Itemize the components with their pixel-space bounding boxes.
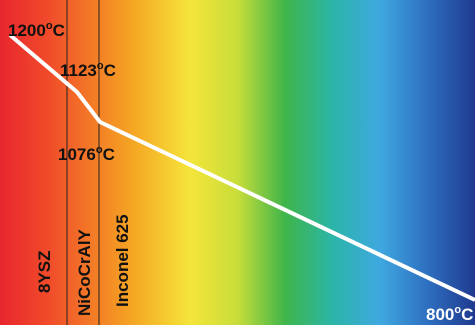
- layer-label-8ysz: 8YSZ: [35, 250, 54, 293]
- temp-label-800: 800oC: [426, 304, 473, 324]
- layer-label-inconel-625: Inconel 625: [113, 214, 132, 307]
- temperature-profile-line: [8, 33, 475, 302]
- temp-label-1200: 1200oC: [8, 20, 65, 40]
- layer-label-nicocraly: NiCoCrAlY: [75, 228, 94, 316]
- temp-label-1076: 1076oC: [58, 144, 115, 164]
- temp-label-1123: 1123oC: [60, 60, 116, 80]
